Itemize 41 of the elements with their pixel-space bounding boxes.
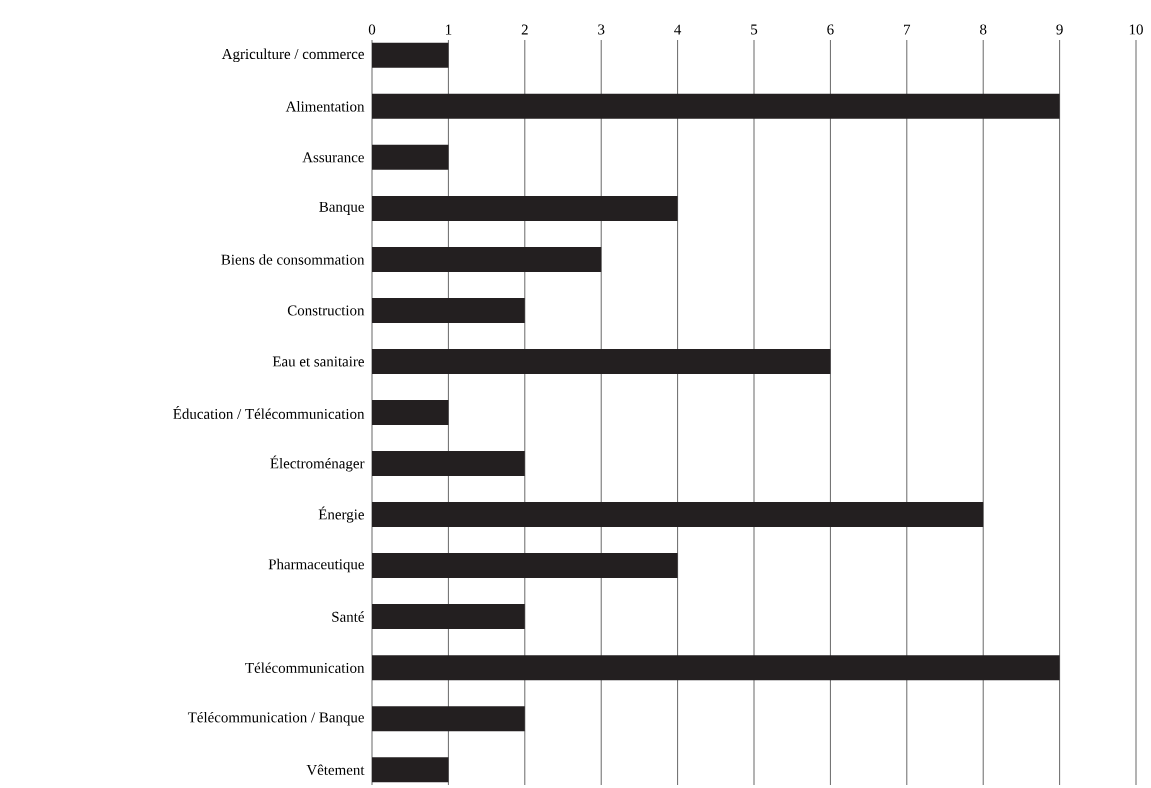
y-tick-label: Télécommunication: [245, 662, 365, 673]
y-tick-label: Pharmaceutique: [268, 558, 364, 573]
bar: [372, 553, 678, 579]
bar: [372, 195, 678, 221]
x-tick-label: 3: [598, 24, 605, 35]
bar: [372, 297, 525, 323]
x-tick-label: 0: [368, 24, 376, 35]
x-tick-label: 9: [1056, 24, 1063, 35]
bar: [372, 655, 1060, 681]
bar: [372, 348, 831, 374]
x-tick-label: 5: [751, 24, 758, 35]
x-tick-label: 1: [445, 24, 452, 35]
bar: [372, 42, 449, 68]
y-tick-label: Construction: [287, 305, 365, 316]
y-tick-label: Santé: [332, 611, 364, 622]
bar: [372, 93, 1060, 119]
bar: [372, 246, 602, 272]
bar: [372, 400, 449, 426]
y-tick-label: Électroménager: [270, 455, 365, 472]
y-tick-label: Banque: [319, 201, 364, 215]
y-tick-label: Agriculture / commerce: [221, 48, 364, 63]
y-tick-label: Énergie: [318, 506, 364, 523]
y-tick-label: Vêtement: [306, 764, 365, 776]
y-tick-label: Éducation / Télécommunication: [173, 406, 365, 419]
bar: [372, 144, 449, 170]
y-tick-label: Alimentation: [285, 101, 365, 112]
x-tick-label: 6: [827, 24, 834, 35]
bar: [372, 757, 449, 783]
bar: [372, 451, 525, 477]
bar: [372, 706, 525, 732]
y-tick-label: Assurance: [302, 152, 364, 163]
x-tick-label: 10: [1129, 24, 1143, 35]
x-tick-label: 7: [904, 24, 911, 35]
y-tick-label: Eau et sanitaire: [272, 356, 364, 367]
bar: [372, 604, 525, 630]
x-tick-label: 2: [521, 24, 528, 35]
x-tick-label: 4: [674, 24, 682, 35]
y-tick-label: Biens de consommation: [221, 254, 365, 265]
bar: [372, 502, 984, 528]
x-tick-label: 8: [980, 24, 987, 35]
y-tick-label: Télécommunication / Banque: [187, 711, 364, 726]
